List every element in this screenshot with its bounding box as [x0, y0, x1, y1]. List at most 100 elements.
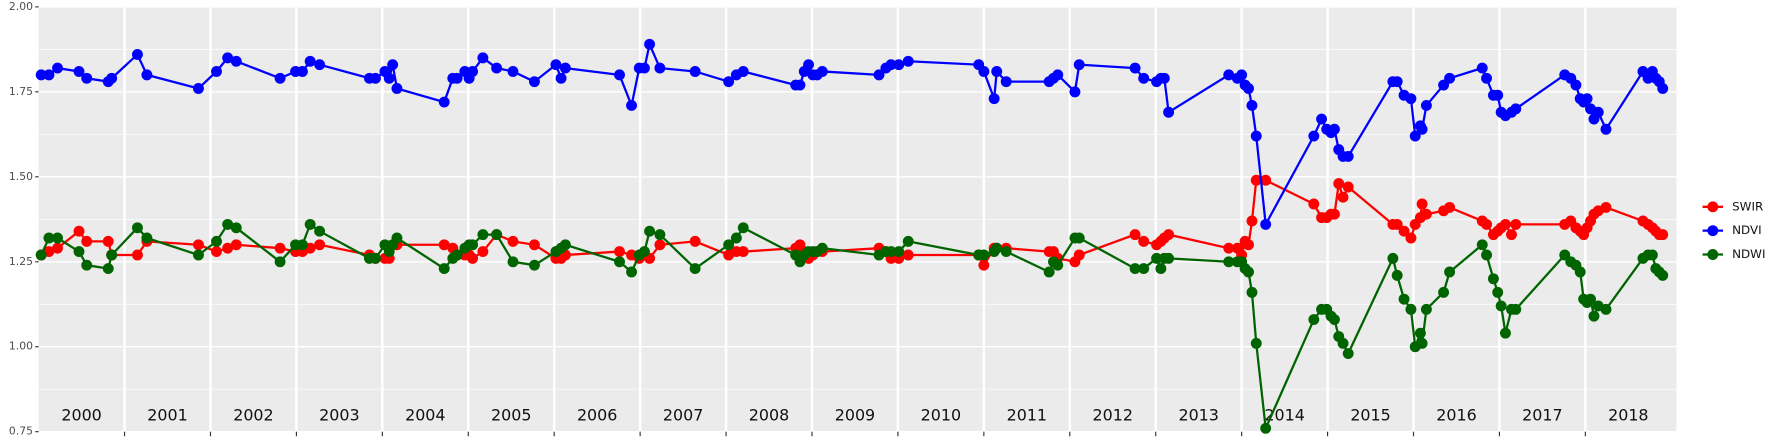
- data-point: [491, 229, 503, 241]
- data-point: [35, 249, 47, 261]
- data-point: [1246, 215, 1258, 227]
- data-point: [1342, 348, 1354, 359]
- data-point: [614, 256, 625, 268]
- data-point: [1420, 303, 1432, 315]
- data-point: [507, 235, 519, 247]
- data-point: [1481, 72, 1493, 84]
- data-point: [991, 242, 1003, 254]
- data-point: [477, 229, 489, 241]
- data-point: [1250, 337, 1262, 349]
- data-point: [1337, 337, 1349, 349]
- data-point: [1500, 327, 1511, 339]
- y-tick-label: 0.75: [9, 425, 33, 438]
- y-tick-label: 1.25: [9, 255, 33, 268]
- data-point: [1308, 130, 1320, 142]
- year-label: 2015: [1350, 405, 1390, 424]
- data-point: [102, 235, 114, 247]
- year-label: 2010: [921, 405, 961, 424]
- data-point: [1158, 72, 1170, 84]
- data-point: [559, 239, 571, 251]
- data-point: [43, 232, 55, 244]
- data-point: [1476, 62, 1488, 74]
- data-point: [1000, 76, 1012, 88]
- data-point: [274, 72, 286, 84]
- legend-label: SWIR: [1732, 199, 1763, 213]
- data-point: [991, 66, 1003, 77]
- data-point: [1398, 293, 1410, 305]
- data-point: [1337, 191, 1349, 203]
- data-point: [1223, 242, 1235, 254]
- data-point: [467, 252, 479, 264]
- data-point: [192, 83, 204, 94]
- data-point: [274, 256, 286, 268]
- data-point: [1585, 293, 1596, 305]
- data-point: [1574, 266, 1586, 278]
- data-point: [230, 222, 242, 234]
- year-label: 2011: [1007, 405, 1047, 424]
- data-point: [1155, 263, 1167, 275]
- data-point: [978, 66, 990, 77]
- data-point: [370, 72, 381, 84]
- data-point: [1510, 103, 1522, 115]
- data-point: [1308, 314, 1320, 325]
- data-point: [614, 246, 625, 258]
- data-point: [1250, 174, 1262, 186]
- data-point: [1073, 232, 1085, 244]
- data-point: [477, 246, 489, 258]
- data-point: [1481, 218, 1493, 230]
- data-point: [1243, 83, 1254, 94]
- data-point: [1236, 69, 1248, 81]
- year-label: 2004: [405, 405, 445, 424]
- data-point: [230, 55, 242, 67]
- data-point: [555, 72, 567, 84]
- data-point: [192, 249, 204, 261]
- data-point: [1138, 235, 1150, 247]
- year-label: 2008: [749, 405, 789, 424]
- data-point: [654, 229, 666, 241]
- data-point: [1581, 93, 1593, 105]
- data-point: [438, 96, 450, 108]
- data-point: [803, 59, 815, 71]
- data-point: [1000, 246, 1012, 258]
- data-point: [893, 59, 905, 71]
- data-point: [689, 235, 701, 247]
- data-point: [507, 256, 519, 268]
- data-point: [102, 263, 114, 275]
- data-point: [1073, 59, 1085, 71]
- data-point: [211, 66, 222, 77]
- data-point: [1329, 123, 1340, 135]
- year-label: 2012: [1093, 405, 1133, 424]
- data-point: [304, 55, 316, 67]
- data-point: [274, 242, 286, 254]
- year-label: 2016: [1436, 405, 1476, 424]
- data-point: [131, 222, 143, 234]
- data-point: [211, 235, 222, 247]
- data-point: [689, 66, 701, 77]
- data-point: [1405, 232, 1417, 244]
- data-point: [1333, 178, 1345, 190]
- data-point: [689, 263, 701, 275]
- data-point: [314, 225, 326, 237]
- y-tick-label: 1.00: [9, 340, 33, 353]
- data-point: [737, 66, 749, 77]
- data-point: [559, 62, 571, 74]
- data-point: [1409, 130, 1421, 142]
- data-point: [1163, 106, 1175, 118]
- data-point: [1405, 303, 1417, 315]
- data-point: [1510, 218, 1522, 230]
- data-point: [296, 239, 308, 251]
- legend-label: NDVI: [1732, 223, 1762, 237]
- year-label: 2003: [319, 405, 359, 424]
- data-point: [737, 246, 749, 258]
- data-point: [1308, 198, 1320, 210]
- data-point: [1506, 229, 1517, 241]
- data-point: [387, 59, 399, 71]
- data-point: [1588, 310, 1600, 322]
- data-point: [644, 225, 656, 237]
- data-point: [1600, 201, 1612, 213]
- data-point: [1416, 198, 1428, 210]
- data-point: [230, 239, 242, 251]
- data-point: [1405, 93, 1417, 105]
- data-point: [1391, 76, 1403, 88]
- data-point: [528, 76, 540, 88]
